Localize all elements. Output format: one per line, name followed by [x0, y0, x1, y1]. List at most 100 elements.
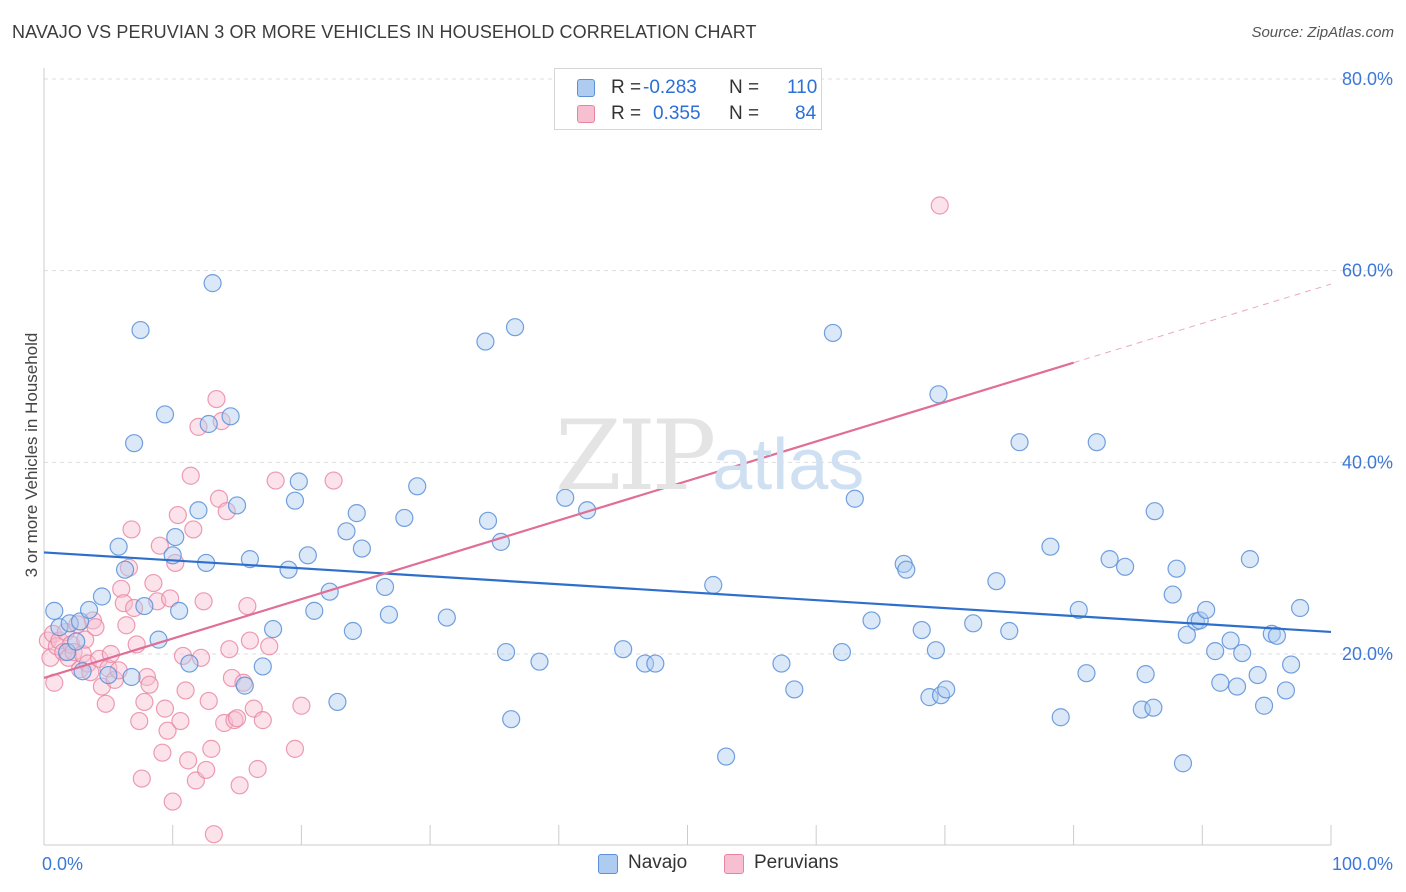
navajo-point-28 — [235, 676, 254, 695]
series-legend: Navajo Peruvians — [0, 852, 1406, 878]
navajo-point-94 — [1177, 625, 1196, 644]
peruvians-point-30 — [122, 520, 141, 539]
navajo-point-45 — [395, 508, 414, 528]
navajo-point-17 — [155, 405, 175, 424]
y-tick-label-60: 60.0% — [1342, 261, 1393, 281]
navajo-point-11 — [115, 560, 135, 579]
navajo-point-103 — [1240, 550, 1260, 569]
y-tick-label-40: 40.0% — [1342, 452, 1393, 472]
peruvians-point-59 — [199, 691, 218, 711]
navajo-point-77 — [987, 572, 1006, 591]
navajo-point-10 — [109, 537, 128, 556]
navajo-swatch — [577, 79, 595, 97]
navajo-point-26 — [221, 407, 240, 426]
peruvians-point-79 — [266, 471, 285, 490]
navajo-point-85 — [1100, 550, 1119, 569]
navajo-point-48 — [476, 332, 495, 351]
peruvians-point-21 — [96, 694, 115, 713]
navajo-point-15 — [135, 596, 154, 616]
peruvians-point-43 — [158, 721, 177, 740]
navajo-point-57 — [614, 640, 633, 659]
peruvians-point-62 — [207, 389, 226, 409]
navajo-point-8 — [92, 587, 112, 606]
navajo-point-62 — [772, 654, 791, 673]
peruvians-n-label: N = — [729, 103, 760, 124]
peruvians-point-55 — [189, 417, 208, 436]
navajo-point-76 — [964, 614, 983, 633]
navajo-point-53 — [505, 318, 525, 337]
navajo-point-1 — [50, 618, 69, 637]
navajo-point-19 — [166, 527, 185, 547]
peruvians-point-78 — [260, 637, 279, 656]
peruvians-point-52 — [181, 466, 200, 485]
peruvians-point-40 — [150, 536, 169, 555]
navajo-point-36 — [305, 601, 324, 620]
navajo-point-89 — [1144, 698, 1163, 717]
navajo-point-60 — [704, 575, 723, 595]
navajo-point-92 — [1167, 559, 1186, 578]
navajo-point-79 — [1010, 433, 1029, 452]
navajo-point-21 — [180, 654, 199, 673]
y-axis-label: 3 or more Vehicles in Household — [22, 332, 41, 578]
y-tick-label-80: 80.0% — [1342, 69, 1393, 89]
peruvians-point-83 — [930, 196, 949, 215]
watermark-zip: ZIP — [555, 400, 716, 512]
navajo-point-43 — [375, 577, 395, 597]
navajo-point-84 — [1087, 433, 1106, 452]
navajo-point-75 — [937, 680, 956, 699]
peruvians-point-8 — [59, 648, 78, 667]
y-tick-label-20: 20.0% — [1342, 644, 1393, 664]
peruvians-point-18 — [86, 618, 105, 637]
axes — [43, 68, 1332, 846]
navajo-point-99 — [1211, 673, 1230, 692]
navajo-point-80 — [1041, 537, 1060, 556]
navajo-legend-swatch — [598, 854, 618, 874]
navajo-point-71 — [920, 688, 939, 707]
navajo-point-86 — [1115, 557, 1135, 576]
navajo-point-38 — [328, 692, 347, 712]
navajo-point-32 — [279, 560, 298, 579]
navajo-point-37 — [320, 582, 339, 601]
navajo-point-90 — [1145, 502, 1164, 521]
navajo-point-88 — [1136, 665, 1155, 684]
peruvians-r-value: 0.355 — [653, 103, 701, 124]
navajo-point-87 — [1132, 700, 1151, 719]
navajo-point-29 — [240, 550, 260, 569]
navajo-point-105 — [1254, 696, 1274, 715]
navajo-point-33 — [285, 491, 305, 510]
peruvians-point-82 — [324, 471, 343, 490]
navajo-point-97 — [1197, 600, 1216, 620]
navajo-point-63 — [785, 680, 804, 699]
peruvians-point-6 — [54, 642, 73, 662]
navajo-point-67 — [862, 611, 881, 630]
peruvians-point-73 — [238, 596, 257, 616]
source-label: Source: ZipAtlas.com — [1251, 24, 1394, 41]
navajo-point-41 — [347, 504, 366, 523]
peruvians-point-56 — [191, 648, 211, 667]
peruvians-point-76 — [248, 759, 267, 779]
navajo-point-98 — [1206, 642, 1225, 661]
peruvians-point-37 — [140, 675, 159, 694]
peruvians-point-74 — [240, 631, 260, 650]
navajo-point-9 — [99, 665, 118, 685]
peruvians-legend-swatch — [724, 854, 744, 874]
navajo-point-70 — [912, 620, 931, 640]
navajo-point-64 — [823, 323, 843, 343]
navajo-point-35 — [298, 546, 317, 565]
peruvians-point-70 — [227, 709, 247, 728]
navajo-point-61 — [717, 747, 736, 766]
navajo-point-54 — [530, 652, 549, 671]
navajo-point-42 — [352, 539, 371, 558]
peruvians-point-51 — [179, 751, 198, 770]
navajo-point-107 — [1267, 626, 1287, 645]
navajo-point-46 — [408, 477, 427, 496]
navajo-point-27 — [227, 496, 247, 515]
peruvians-swatch — [577, 105, 595, 123]
peruvians-point-34 — [132, 769, 151, 788]
navajo-point-4 — [67, 632, 86, 651]
peruvians-n-value: 84 — [795, 103, 817, 124]
peruvians-point-44 — [161, 589, 180, 608]
x-tick-label-100: 100.0% — [1332, 854, 1393, 874]
navajo-point-101 — [1227, 677, 1247, 696]
peruvians-point-58 — [197, 760, 216, 780]
